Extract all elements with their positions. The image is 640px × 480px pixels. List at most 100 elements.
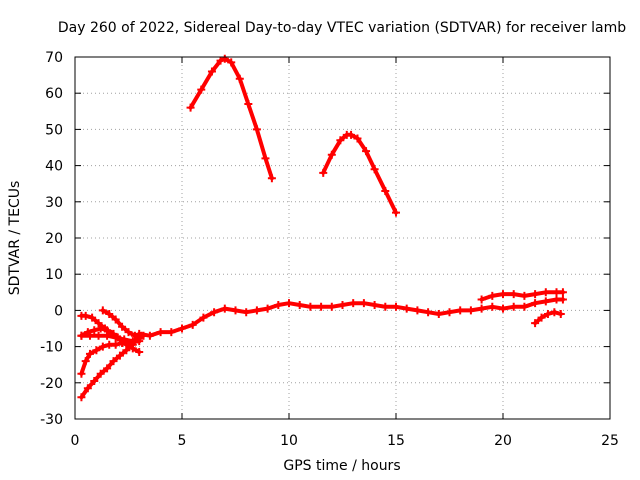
data-point bbox=[124, 328, 133, 337]
x-tick-label: 25 bbox=[601, 433, 619, 449]
data-point bbox=[285, 299, 293, 308]
data-point bbox=[94, 331, 103, 340]
chart-title: Day 260 of 2022, Sidereal Day-to-day VTE… bbox=[58, 20, 626, 36]
tick-labels: 0 5 10 15 20 25 -30 -20 -10 0 10 20 30 40 50 60 70 bbox=[40, 50, 619, 449]
data-point bbox=[210, 308, 219, 317]
data-point bbox=[244, 100, 253, 109]
data-point bbox=[137, 331, 146, 340]
data-point bbox=[317, 302, 326, 311]
data-point bbox=[77, 369, 86, 378]
series-arc-10 bbox=[77, 337, 139, 378]
data-point bbox=[558, 295, 567, 304]
data-point bbox=[178, 324, 186, 333]
data-point bbox=[188, 320, 197, 329]
data-point bbox=[167, 328, 176, 337]
y-tick-label: 70 bbox=[45, 50, 63, 66]
x-tick-label: 15 bbox=[387, 433, 405, 449]
series-arc-3 bbox=[135, 295, 567, 340]
x-tick-label: 20 bbox=[494, 433, 512, 449]
data-point bbox=[220, 54, 229, 63]
y-tick-label: 60 bbox=[45, 86, 63, 102]
data-point bbox=[556, 310, 565, 319]
data-point bbox=[541, 288, 550, 297]
data-point bbox=[445, 308, 454, 317]
data-point bbox=[103, 364, 112, 373]
data-point bbox=[103, 331, 112, 340]
data-point bbox=[122, 346, 131, 355]
data-point bbox=[199, 313, 208, 322]
data-point bbox=[327, 150, 336, 159]
data-point bbox=[111, 340, 120, 349]
data-point bbox=[252, 125, 261, 134]
plot-frame bbox=[74, 56, 611, 420]
data-point bbox=[531, 290, 540, 299]
y-tick-label: 40 bbox=[45, 159, 63, 175]
data-point bbox=[96, 324, 105, 333]
data-point bbox=[261, 154, 270, 163]
series-arc-4 bbox=[477, 288, 567, 304]
data-point bbox=[109, 357, 118, 366]
data-point bbox=[81, 357, 90, 366]
x-axis-label: GPS time / hours bbox=[283, 458, 400, 474]
data-point bbox=[499, 304, 507, 313]
data-point bbox=[235, 74, 244, 83]
data-point bbox=[111, 315, 120, 324]
data-point bbox=[319, 168, 328, 177]
series-trace bbox=[188, 56, 274, 181]
data-point bbox=[550, 308, 559, 317]
data-point bbox=[128, 340, 137, 349]
data-point bbox=[434, 310, 443, 319]
data-point bbox=[381, 302, 390, 311]
y-tick-label: -10 bbox=[40, 340, 63, 356]
x-tick-label: 5 bbox=[178, 433, 187, 449]
grid bbox=[75, 57, 610, 419]
data-point bbox=[488, 291, 497, 300]
series-arc-11 bbox=[77, 340, 137, 402]
data-point bbox=[543, 310, 552, 319]
data-point bbox=[242, 308, 251, 317]
data-point bbox=[85, 331, 94, 340]
data-point bbox=[77, 393, 86, 402]
data-point bbox=[362, 147, 371, 156]
data-point bbox=[499, 290, 507, 299]
y-tick-label: -20 bbox=[40, 376, 63, 392]
data-point bbox=[207, 67, 216, 76]
data-point bbox=[488, 302, 497, 311]
data-point bbox=[90, 376, 99, 385]
data-point bbox=[537, 313, 546, 322]
data-point bbox=[135, 348, 144, 357]
y-tick-label: 0 bbox=[54, 303, 63, 319]
data-point bbox=[85, 349, 94, 358]
data-point bbox=[402, 304, 411, 313]
data-point bbox=[327, 302, 336, 311]
data-series bbox=[77, 54, 567, 402]
data-point bbox=[466, 306, 475, 315]
data-point bbox=[424, 308, 433, 317]
data-point bbox=[92, 346, 101, 355]
data-point bbox=[353, 134, 362, 143]
data-point bbox=[81, 311, 90, 320]
data-point bbox=[370, 300, 379, 309]
y-tick-label: 50 bbox=[45, 122, 63, 138]
data-point bbox=[336, 136, 345, 145]
data-point bbox=[381, 186, 390, 195]
data-point bbox=[111, 333, 120, 342]
data-point bbox=[227, 58, 236, 67]
data-point bbox=[115, 351, 124, 360]
x-tick-label: 0 bbox=[71, 433, 80, 449]
data-point bbox=[347, 130, 356, 139]
data-point bbox=[94, 319, 103, 328]
data-point bbox=[96, 369, 105, 378]
series-arc-7 bbox=[98, 306, 146, 340]
series-trace bbox=[321, 132, 398, 215]
x-tick-label: 10 bbox=[280, 433, 298, 449]
data-point bbox=[197, 85, 206, 94]
data-point bbox=[359, 299, 368, 308]
y-tick-label: 30 bbox=[45, 195, 63, 211]
series-arc-5 bbox=[531, 308, 565, 328]
data-point bbox=[274, 300, 283, 309]
series-arc-2 bbox=[319, 130, 400, 217]
data-point bbox=[220, 304, 229, 313]
data-point bbox=[105, 310, 114, 319]
